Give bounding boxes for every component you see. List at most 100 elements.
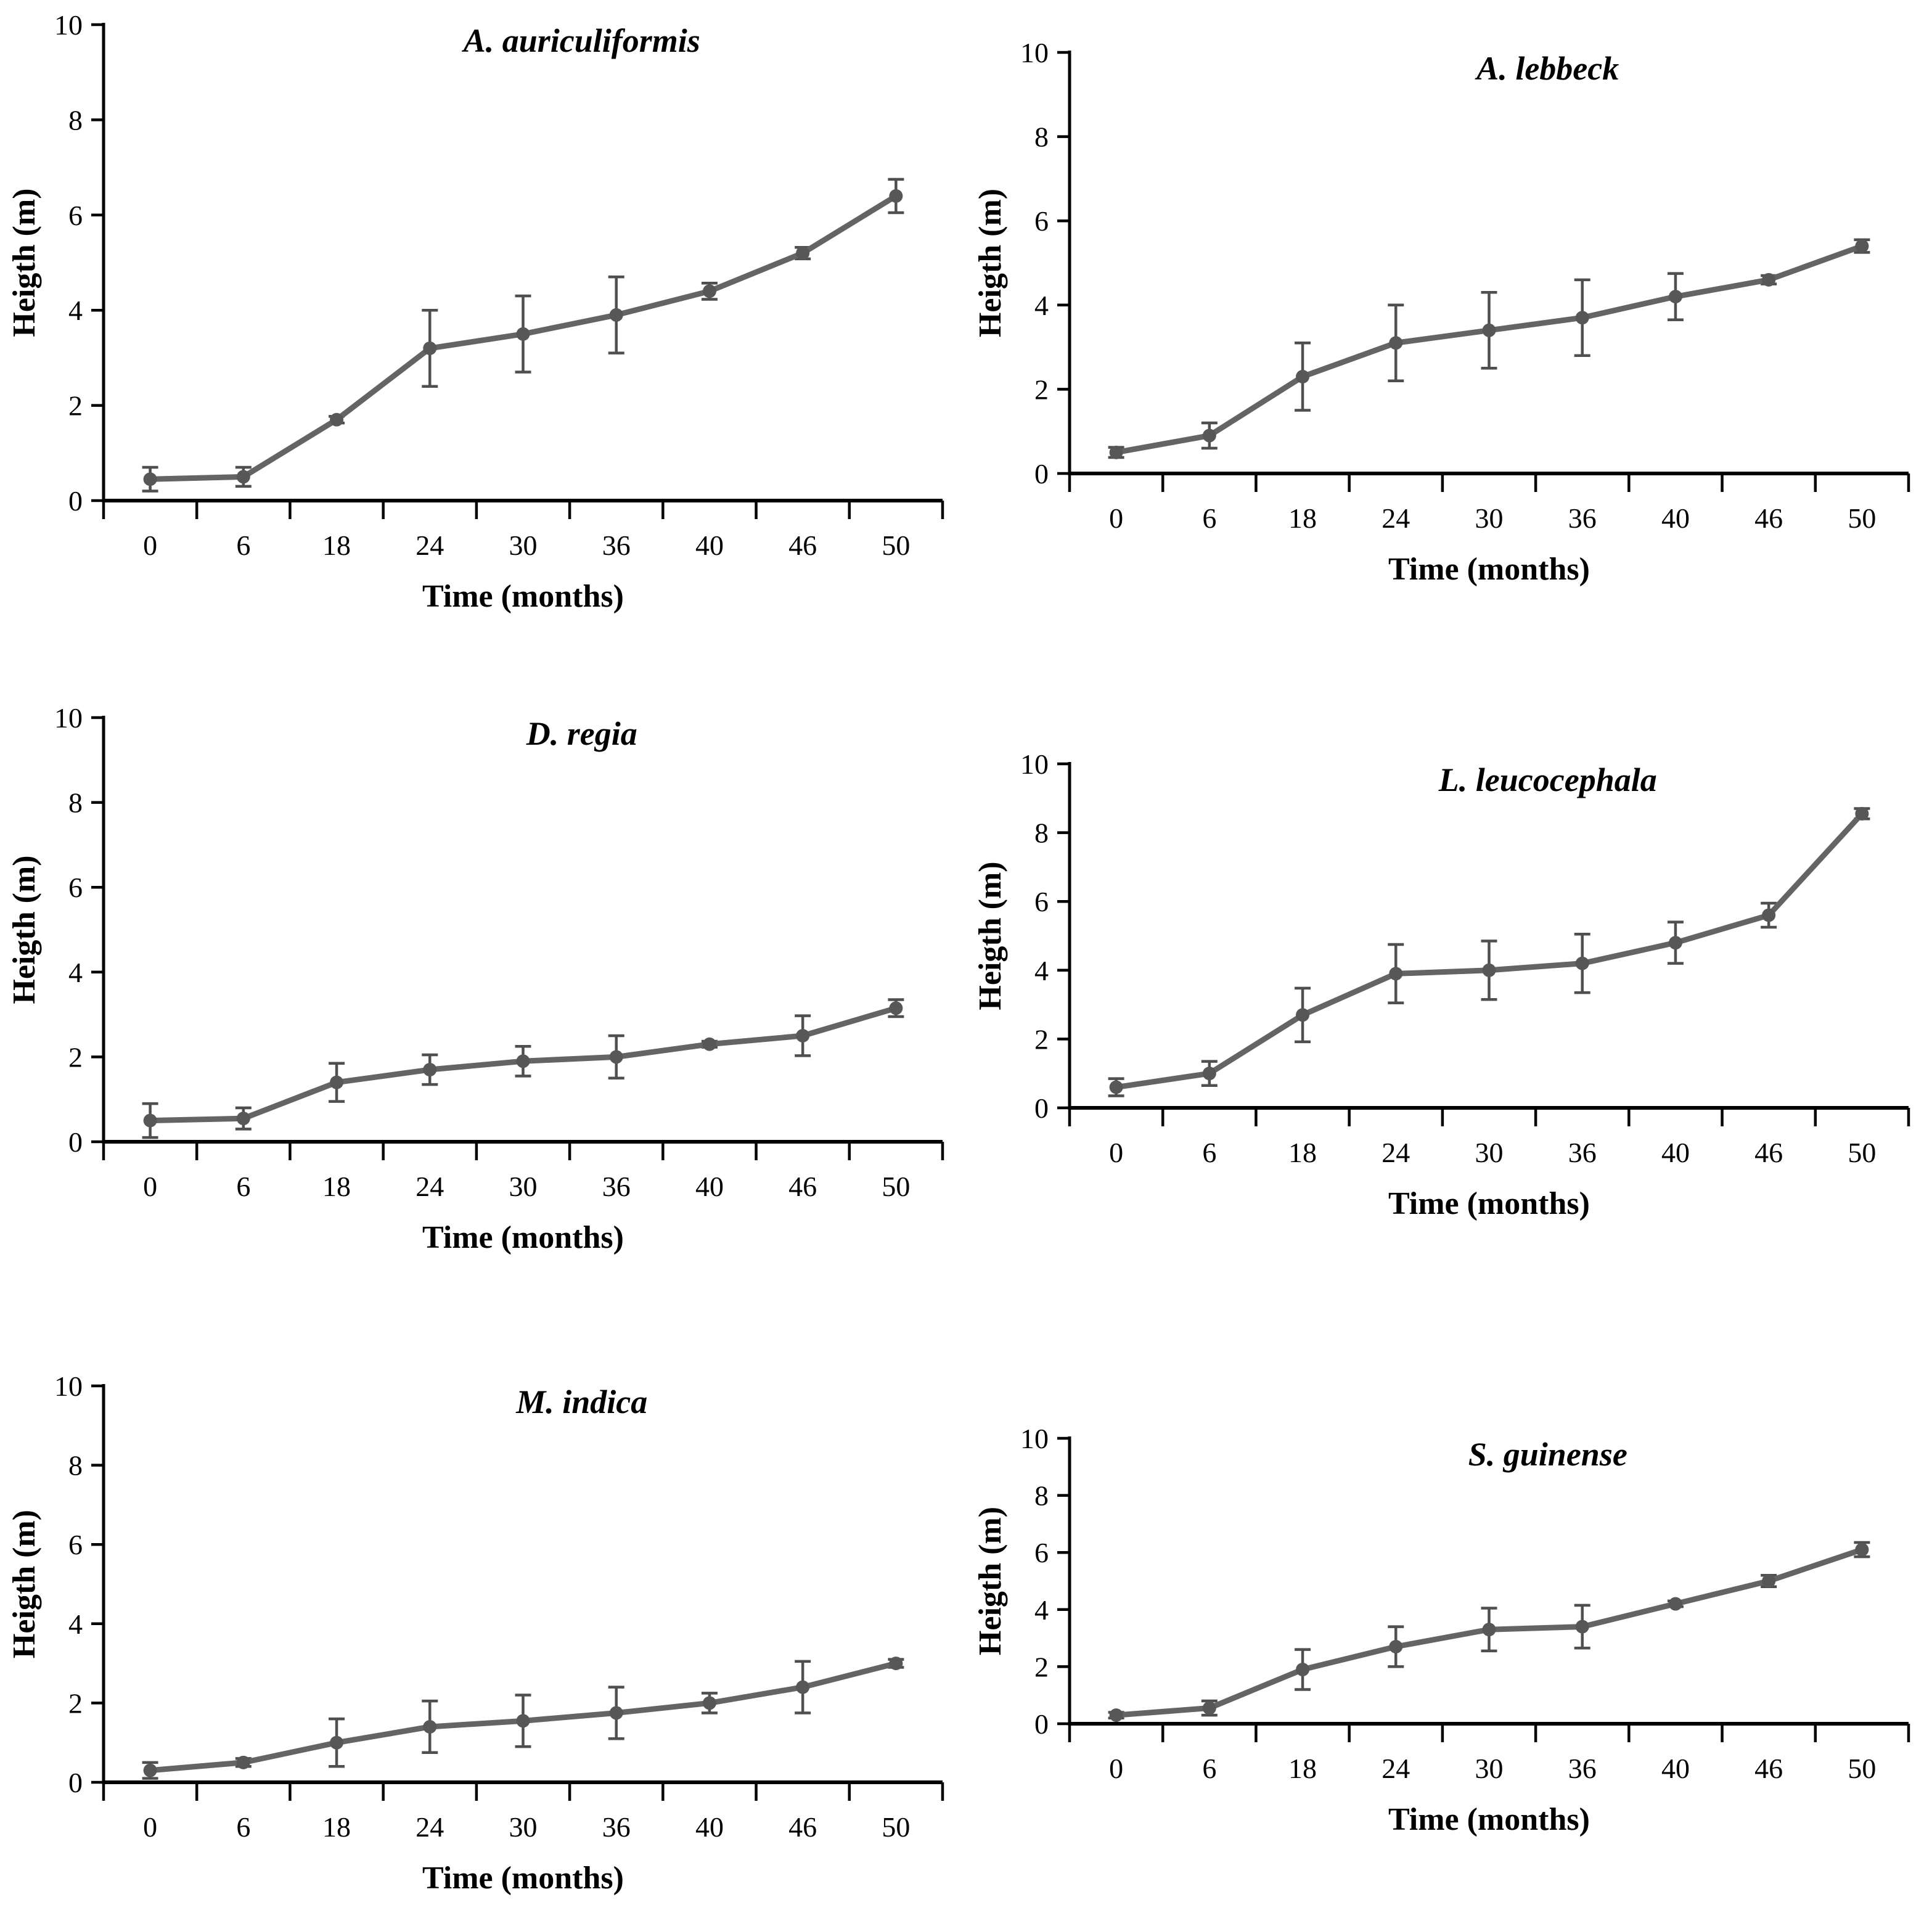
x-tick-label: 50 bbox=[882, 1171, 910, 1202]
x-axis-label: Time (months) bbox=[1388, 552, 1590, 587]
data-point bbox=[1762, 908, 1776, 922]
y-tick-label: 6 bbox=[1034, 1537, 1049, 1568]
x-tick-label: 40 bbox=[695, 530, 724, 561]
data-point bbox=[1389, 1639, 1403, 1653]
data-point bbox=[1202, 428, 1216, 443]
x-tick-label: 24 bbox=[415, 1811, 444, 1843]
data-point bbox=[1296, 1008, 1310, 1022]
data-point bbox=[702, 284, 716, 298]
data-point bbox=[516, 1714, 530, 1728]
x-tick-label: 36 bbox=[1568, 1137, 1597, 1168]
x-tick-label: 24 bbox=[1381, 1753, 1410, 1784]
x-tick-label: 46 bbox=[1754, 1753, 1783, 1784]
data-point bbox=[330, 1735, 344, 1750]
x-tick-label: 36 bbox=[602, 530, 631, 561]
y-tick-label: 2 bbox=[1034, 1651, 1049, 1682]
data-point bbox=[236, 1112, 250, 1126]
data-point bbox=[1482, 323, 1496, 337]
y-tick-label: 4 bbox=[68, 295, 83, 326]
y-tick-label: 0 bbox=[68, 1767, 83, 1798]
y-tick-label: 6 bbox=[68, 872, 83, 903]
x-tick-label: 30 bbox=[1475, 1137, 1504, 1168]
x-tick-label: 40 bbox=[1661, 1753, 1690, 1784]
data-point bbox=[1855, 806, 1869, 821]
data-point bbox=[423, 1719, 437, 1734]
data-point bbox=[1109, 445, 1123, 459]
y-tick-label: 8 bbox=[1034, 121, 1049, 153]
y-tick-label: 10 bbox=[54, 702, 83, 734]
x-tick-label: 18 bbox=[1288, 1753, 1317, 1784]
x-tick-label: 30 bbox=[1475, 502, 1504, 534]
data-point bbox=[423, 1063, 437, 1077]
y-tick-label: 4 bbox=[68, 1608, 83, 1640]
y-axis-label: Heigth (m) bbox=[7, 1510, 42, 1658]
x-axis-label: Time (months) bbox=[422, 1861, 624, 1896]
data-point bbox=[1762, 1574, 1776, 1588]
data-point bbox=[796, 1029, 810, 1043]
x-tick-label: 50 bbox=[882, 1811, 910, 1843]
y-axis-label: Heigth (m) bbox=[973, 861, 1008, 1010]
x-tick-label: 6 bbox=[1202, 502, 1216, 534]
y-tick-label: 0 bbox=[68, 485, 83, 517]
data-point bbox=[1668, 290, 1682, 304]
x-tick-label: 46 bbox=[788, 530, 817, 561]
data-point bbox=[1109, 1080, 1123, 1094]
y-tick-label: 0 bbox=[1034, 1092, 1049, 1124]
x-tick-label: 6 bbox=[1202, 1753, 1216, 1784]
data-point bbox=[423, 341, 437, 355]
chart-title: L. leucocephala bbox=[1438, 761, 1657, 798]
x-tick-label: 40 bbox=[1661, 502, 1690, 534]
y-tick-label: 6 bbox=[68, 200, 83, 231]
y-tick-label: 2 bbox=[1034, 374, 1049, 405]
y-axis-label: Heigth (m) bbox=[973, 1507, 1008, 1655]
chart-title: A. auriculiformis bbox=[462, 22, 700, 59]
x-tick-label: 46 bbox=[1754, 1137, 1783, 1168]
x-tick-label: 36 bbox=[1568, 502, 1597, 534]
data-point bbox=[1202, 1067, 1216, 1081]
panel-a-lebbeck: 0 2 4 6 8 10 0 6 18 24 30 36 40 46 50 A. lebbeck Time (m… bbox=[966, 0, 1932, 637]
data-point bbox=[1855, 239, 1869, 253]
panel-s-guinense: 0 2 4 6 8 10 0 6 18 24 30 36 40 46 50 S. guinense Time (… bbox=[966, 1275, 1932, 1913]
x-tick-label: 6 bbox=[236, 530, 250, 561]
x-axis-label: Time (months) bbox=[422, 579, 624, 614]
data-point bbox=[889, 189, 903, 203]
x-axis-label: Time (months) bbox=[1388, 1186, 1590, 1221]
x-tick-label: 0 bbox=[1109, 1137, 1123, 1168]
x-tick-label: 30 bbox=[509, 1811, 538, 1843]
x-tick-label: 0 bbox=[1109, 1753, 1123, 1784]
data-point bbox=[1109, 1708, 1123, 1723]
x-tick-label: 40 bbox=[695, 1811, 724, 1843]
y-tick-label: 4 bbox=[1034, 955, 1049, 986]
data-point bbox=[609, 308, 623, 322]
y-axis-label: Heigth (m) bbox=[7, 855, 42, 1004]
x-tick-label: 18 bbox=[322, 1811, 351, 1843]
x-tick-label: 50 bbox=[882, 530, 910, 561]
data-point bbox=[1575, 1620, 1589, 1634]
chart-title: A. lebbeck bbox=[1475, 50, 1619, 87]
x-tick-label: 30 bbox=[1475, 1753, 1504, 1784]
data-point bbox=[143, 472, 157, 486]
data-point bbox=[1668, 936, 1682, 950]
data-point bbox=[1296, 369, 1310, 383]
y-tick-label: 4 bbox=[1034, 1594, 1049, 1626]
data-point bbox=[330, 412, 344, 427]
data-point bbox=[1482, 1623, 1496, 1637]
data-point bbox=[1389, 336, 1403, 350]
y-tick-label: 8 bbox=[1034, 817, 1049, 849]
y-tick-label: 10 bbox=[1020, 37, 1049, 68]
x-tick-label: 36 bbox=[602, 1811, 631, 1843]
data-point bbox=[1202, 1701, 1216, 1715]
data-point bbox=[702, 1696, 716, 1710]
data-point bbox=[796, 1680, 810, 1694]
x-tick-label: 30 bbox=[509, 1171, 538, 1202]
chart-title: D. regia bbox=[526, 715, 637, 752]
data-point bbox=[1668, 1597, 1682, 1611]
data-point bbox=[1482, 963, 1496, 977]
data-point bbox=[236, 470, 250, 484]
y-tick-label: 2 bbox=[68, 1687, 83, 1719]
y-tick-label: 2 bbox=[1034, 1023, 1049, 1055]
